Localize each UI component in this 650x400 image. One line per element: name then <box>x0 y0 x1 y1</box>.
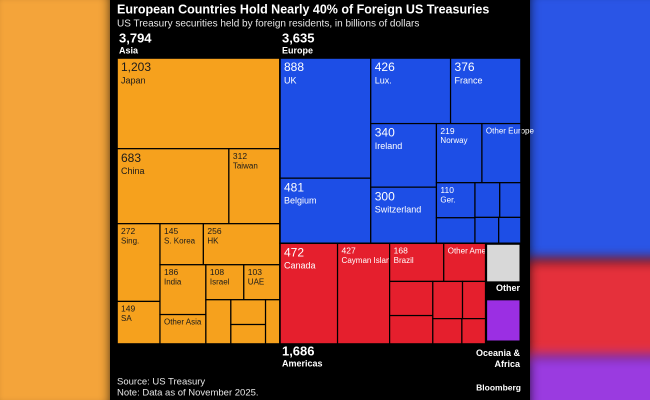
cell-label: Japan <box>121 75 146 85</box>
credit: Bloomberg <box>476 382 521 392</box>
treemap-cell <box>486 243 521 283</box>
treemap-cell <box>461 318 487 345</box>
cell-label: UAE <box>248 277 264 286</box>
cell-label: Ger. <box>440 195 455 204</box>
treemap-cell <box>205 299 232 345</box>
cell-label: Canada <box>284 261 316 271</box>
source-note: Source: US Treasury <box>117 377 205 388</box>
blurred-background <box>528 0 650 260</box>
treemap-cell <box>474 216 500 244</box>
treemap-cell <box>336 242 391 345</box>
treemap-cell <box>243 264 281 301</box>
treemap-cell <box>370 186 438 244</box>
blurred-background <box>528 355 650 400</box>
treemap-cell <box>230 323 267 345</box>
cell-label: Other Asia <box>164 318 202 327</box>
treemap-cell <box>159 264 207 316</box>
cell-value: 481 <box>284 180 304 194</box>
treemap-cell <box>159 313 207 345</box>
blurred-background <box>0 0 112 400</box>
cell-label: France <box>455 75 483 85</box>
group-name: Europe <box>282 45 313 55</box>
cell-value: 256 <box>207 226 221 236</box>
chart-title: European Countries Hold Nearly 40% of Fo… <box>117 2 489 16</box>
cell-label: S. Korea <box>164 236 196 245</box>
cell-value: 219 <box>440 126 454 136</box>
cell-value: 186 <box>164 267 178 277</box>
group-name: Americas <box>282 358 323 368</box>
treemap-cell <box>498 216 522 244</box>
blurred-background <box>528 260 650 360</box>
group-name: Other <box>496 283 521 293</box>
cell-label: Israel <box>210 277 230 286</box>
cell-value: 1,203 <box>121 60 151 74</box>
cell-value: 103 <box>248 267 262 277</box>
treemap-cell <box>116 223 161 303</box>
cell-value: 110 <box>440 185 454 195</box>
cell-value: 312 <box>233 151 247 161</box>
cell-label: Belgium <box>284 196 317 206</box>
cell-label: India <box>164 277 182 286</box>
cell-label: SA <box>121 314 132 323</box>
cell-label: Switzerland <box>375 205 422 215</box>
cell-value: 472 <box>284 245 304 259</box>
cell-label: Cayman Islands <box>342 256 399 265</box>
cell-label: Norway <box>440 136 467 145</box>
treemap-cell <box>389 242 445 283</box>
treemap-cell <box>499 182 522 218</box>
cell-label: Lux. <box>375 75 392 85</box>
cell-label: HK <box>207 236 219 245</box>
data-note: Note: Data as of November 2025. <box>117 388 259 399</box>
treemap-cell <box>279 242 339 345</box>
treemap-cell <box>486 299 521 342</box>
cell-value: 340 <box>375 126 395 140</box>
cell-value: 888 <box>284 60 304 74</box>
cell-label: Sing. <box>121 236 139 245</box>
cell-label: UK <box>284 75 297 85</box>
treemap-cell <box>432 280 464 320</box>
treemap-cell <box>435 217 476 244</box>
cell-value: 108 <box>210 267 224 277</box>
cell-value: 168 <box>394 246 408 256</box>
treemap-cell <box>230 299 267 326</box>
chart-subtitle: US Treasury securities held by foreign r… <box>117 19 419 30</box>
cell-label: Other Europe <box>486 127 535 136</box>
group-total: 3,635 <box>282 30 315 45</box>
treemap-cell <box>228 148 281 225</box>
group-name: Asia <box>119 45 139 55</box>
treemap-cell <box>481 122 522 184</box>
group-total: 3,794 <box>119 30 152 45</box>
cell-label: Ireland <box>375 141 403 151</box>
cell-value: 300 <box>375 189 395 203</box>
treemap-cell <box>264 299 281 345</box>
cell-value: 427 <box>342 246 356 256</box>
group-outline <box>279 242 487 345</box>
treemap-cell <box>370 122 438 188</box>
cell-value: 426 <box>375 60 395 74</box>
treemap-cell <box>449 57 522 125</box>
treemap-cell <box>432 318 463 345</box>
cell-label: Brazil <box>394 256 414 265</box>
cell-value: 272 <box>121 226 135 236</box>
treemap-cell <box>474 182 501 218</box>
group-name: Oceania & Africa <box>476 348 521 369</box>
treemap-cell <box>461 280 487 320</box>
cell-label: Taiwan <box>233 161 258 170</box>
cell-label: Other Amer. <box>448 246 491 255</box>
group-total: 1,686 <box>282 343 315 358</box>
treemap-cell <box>389 314 434 345</box>
cell-value: 145 <box>164 226 178 236</box>
treemap-cell <box>389 280 434 317</box>
cell-value: 149 <box>121 304 135 314</box>
cell-label: China <box>121 166 145 176</box>
cell-value: 683 <box>121 151 141 165</box>
cell-value: 376 <box>455 60 475 74</box>
